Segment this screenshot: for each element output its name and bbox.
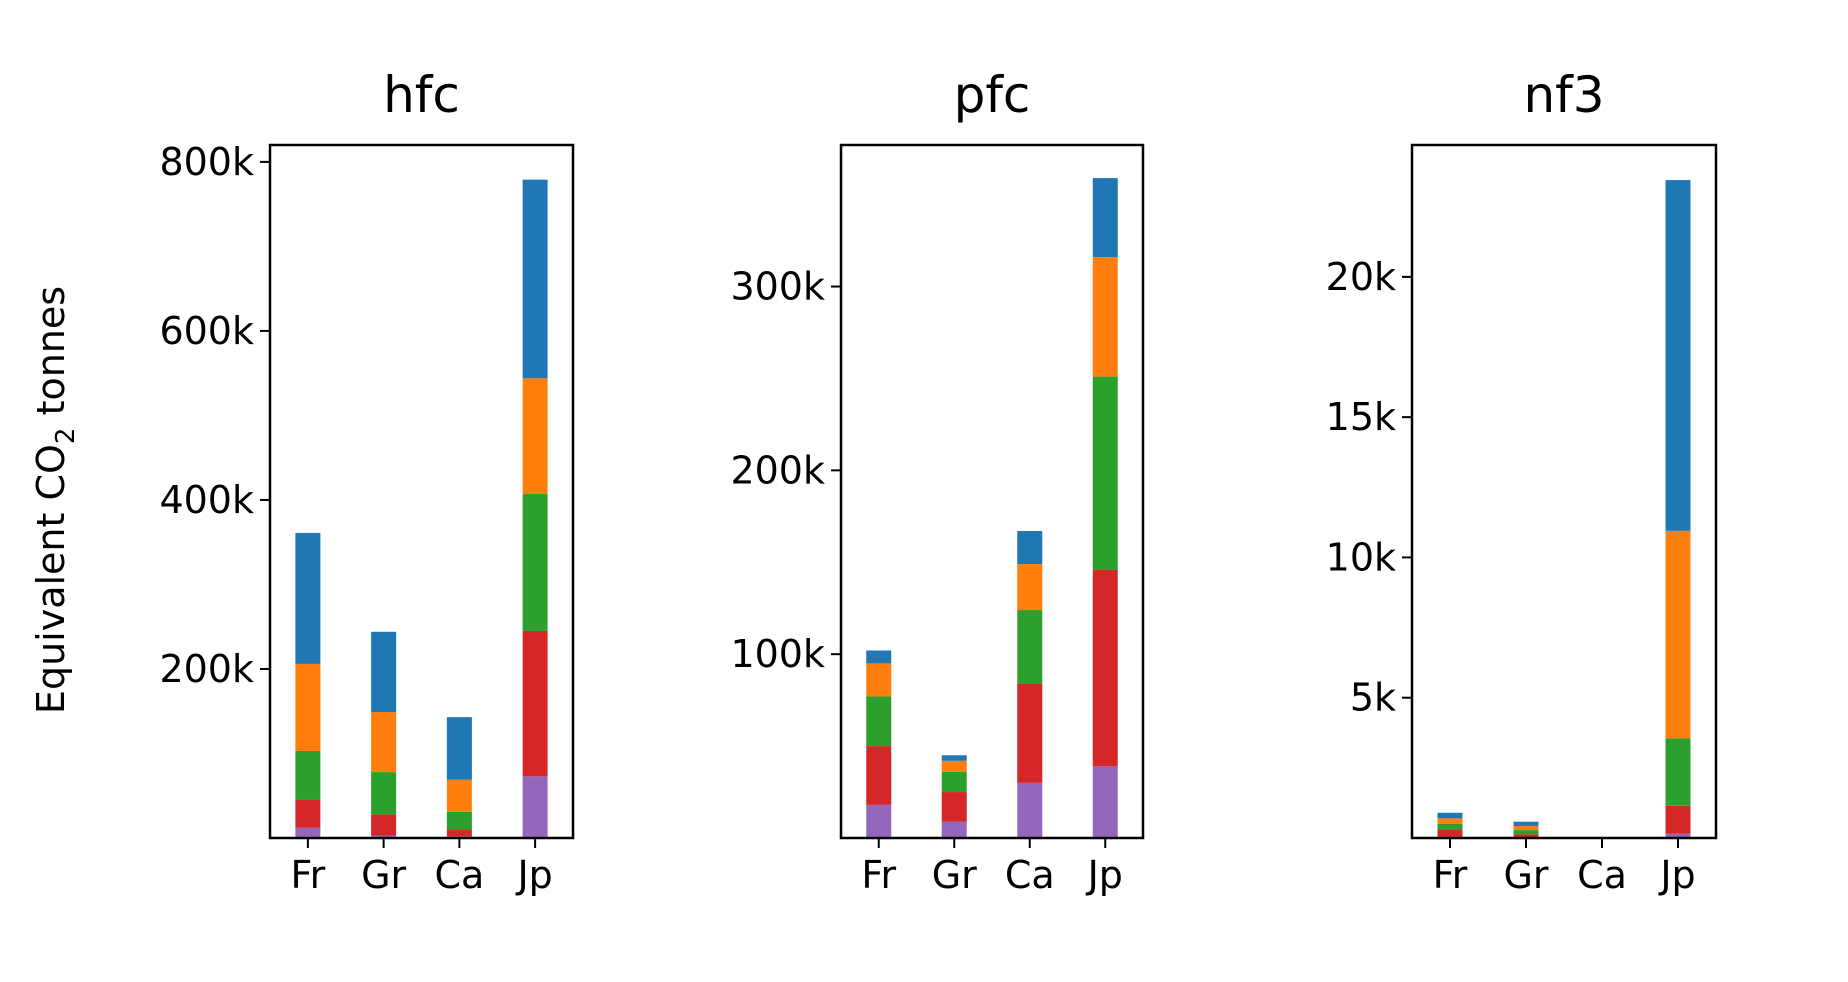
bar-hfc-Fr-seg3 bbox=[295, 663, 321, 751]
bar-hfc-Gr-seg0 bbox=[371, 835, 397, 838]
bar-pfc-Gr-seg4 bbox=[941, 755, 967, 761]
bar-hfc-Jp-seg1 bbox=[522, 630, 548, 777]
bar-hfc-Fr-seg0 bbox=[295, 827, 321, 838]
subplot-pfc: pfc Fr Gr Ca Jp 100k 200k 300k bbox=[730, 66, 1145, 897]
bar-pfc-Ca-seg4 bbox=[1017, 531, 1043, 565]
bar-hfc-Fr-seg4 bbox=[295, 532, 321, 664]
bar-pfc-Gr-seg0 bbox=[941, 821, 967, 838]
bar-nf3-Gr-seg4 bbox=[1513, 821, 1539, 826]
subplot-title-pfc: pfc bbox=[954, 66, 1031, 124]
bar-pfc-Ca-seg2 bbox=[1017, 610, 1043, 684]
bar-hfc-Ca-seg1 bbox=[446, 829, 472, 837]
bar-pfc-Ca-seg3 bbox=[1017, 564, 1043, 611]
y-tick-label-hfc-3: 800k bbox=[159, 140, 254, 184]
y-tick-label-pfc-1: 200k bbox=[730, 448, 825, 492]
bar-nf3-Jp-seg0 bbox=[1665, 833, 1691, 838]
bar-nf3-Fr-seg1 bbox=[1437, 829, 1463, 837]
bar-hfc-Jp-seg0 bbox=[522, 776, 548, 838]
bar-pfc-Gr-seg3 bbox=[941, 760, 967, 772]
y-axis-label-unit: tonnes bbox=[29, 286, 73, 428]
bar-hfc-Gr-seg3 bbox=[371, 712, 397, 773]
y-tick-label-hfc-2: 600k bbox=[159, 309, 254, 353]
bar-nf3-Gr-seg3 bbox=[1513, 825, 1539, 831]
bar-pfc-Ca-seg1 bbox=[1017, 683, 1043, 783]
bar-hfc-Fr-seg1 bbox=[295, 799, 321, 828]
axes-frame-pfc bbox=[839, 143, 1145, 840]
bar-pfc-Jp-seg2 bbox=[1092, 376, 1118, 570]
x-tick-label-pfc-Jp: Jp bbox=[1086, 853, 1123, 897]
x-tick-label-hfc-Jp: Jp bbox=[515, 853, 552, 897]
bar-pfc-Jp-seg0 bbox=[1092, 766, 1118, 838]
subplot-hfc: hfc Fr Gr Ca Jp 200k 400k 600k 800k bbox=[159, 66, 575, 897]
y-tick-label-pfc-0: 100k bbox=[730, 632, 825, 676]
bar-nf3-Gr-seg2 bbox=[1513, 830, 1539, 835]
x-tick-label-nf3-Ca: Ca bbox=[1577, 853, 1627, 897]
y-tick-label-hfc-1: 400k bbox=[159, 478, 254, 522]
bar-pfc-Gr-seg1 bbox=[941, 792, 967, 822]
bar-nf3-Gr-seg1 bbox=[1513, 834, 1539, 838]
y-tick-label-nf3-0: 5k bbox=[1350, 676, 1396, 720]
bar-hfc-Fr-seg2 bbox=[295, 750, 321, 800]
y-tick-label-nf3-3: 20k bbox=[1326, 255, 1396, 299]
y-tick-label-hfc-0: 200k bbox=[159, 647, 254, 691]
bar-pfc-Fr-seg2 bbox=[866, 696, 892, 747]
bar-hfc-Jp-seg2 bbox=[522, 494, 548, 631]
y-axis-label-subscript: 2 bbox=[51, 428, 81, 445]
x-tick-label-pfc-Ca: Ca bbox=[1005, 853, 1055, 897]
subplot-title-nf3: nf3 bbox=[1523, 66, 1604, 124]
x-tick-label-nf3-Gr: Gr bbox=[1503, 853, 1548, 897]
subplot-nf3: nf3 Fr Gr Ca Jp 5k 10k 15k 20k bbox=[1326, 66, 1718, 897]
y-tick-label-nf3-2: 15k bbox=[1326, 395, 1396, 439]
subplot-title-hfc: hfc bbox=[383, 66, 460, 124]
bar-pfc-Fr-seg0 bbox=[866, 804, 892, 838]
bar-nf3-Fr-seg4 bbox=[1437, 812, 1463, 819]
x-tick-label-nf3-Jp: Jp bbox=[1658, 853, 1695, 897]
bar-nf3-Jp-seg3 bbox=[1665, 530, 1691, 739]
bar-nf3-Jp-seg2 bbox=[1665, 738, 1691, 806]
bar-hfc-Ca-seg4 bbox=[446, 717, 472, 780]
bar-nf3-Fr-seg3 bbox=[1437, 818, 1463, 824]
x-tick-label-hfc-Gr: Gr bbox=[361, 853, 406, 897]
bar-pfc-Fr-seg1 bbox=[866, 746, 892, 805]
bar-nf3-Fr-seg2 bbox=[1437, 823, 1463, 830]
axes-frame-hfc bbox=[268, 143, 575, 840]
bar-nf3-Jp-seg1 bbox=[1665, 805, 1691, 834]
x-tick-label-pfc-Fr: Fr bbox=[861, 853, 896, 897]
bar-pfc-Jp-seg1 bbox=[1092, 569, 1118, 767]
bar-pfc-Fr-seg3 bbox=[866, 663, 892, 697]
y-tick-label-nf3-1: 10k bbox=[1326, 535, 1396, 579]
bar-pfc-Gr-seg2 bbox=[941, 771, 967, 793]
y-axis-label-main: Equivalent CO bbox=[29, 444, 73, 714]
x-tick-label-pfc-Gr: Gr bbox=[932, 853, 977, 897]
bar-hfc-Gr-seg1 bbox=[371, 814, 397, 836]
bar-pfc-Jp-seg3 bbox=[1092, 257, 1118, 377]
bar-pfc-Ca-seg0 bbox=[1017, 782, 1043, 838]
bar-hfc-Jp-seg4 bbox=[522, 179, 548, 379]
axes-frame-nf3 bbox=[1410, 143, 1718, 840]
y-axis-label: Equivalent CO2 tonnes bbox=[29, 286, 81, 714]
x-tick-label-hfc-Fr: Fr bbox=[291, 853, 326, 897]
x-tick-label-nf3-Fr: Fr bbox=[1433, 853, 1468, 897]
bar-pfc-Fr-seg4 bbox=[866, 650, 892, 664]
bar-hfc-Gr-seg4 bbox=[371, 631, 397, 713]
y-tick-label-pfc-2: 300k bbox=[730, 265, 825, 309]
bar-hfc-Gr-seg2 bbox=[371, 772, 397, 815]
bar-hfc-Ca-seg3 bbox=[446, 779, 472, 812]
bar-pfc-Jp-seg4 bbox=[1092, 178, 1118, 258]
x-tick-label-hfc-Ca: Ca bbox=[434, 853, 484, 897]
bar-hfc-Jp-seg3 bbox=[522, 378, 548, 495]
bar-hfc-Ca-seg2 bbox=[446, 811, 472, 830]
bar-nf3-Jp-seg4 bbox=[1665, 180, 1691, 531]
